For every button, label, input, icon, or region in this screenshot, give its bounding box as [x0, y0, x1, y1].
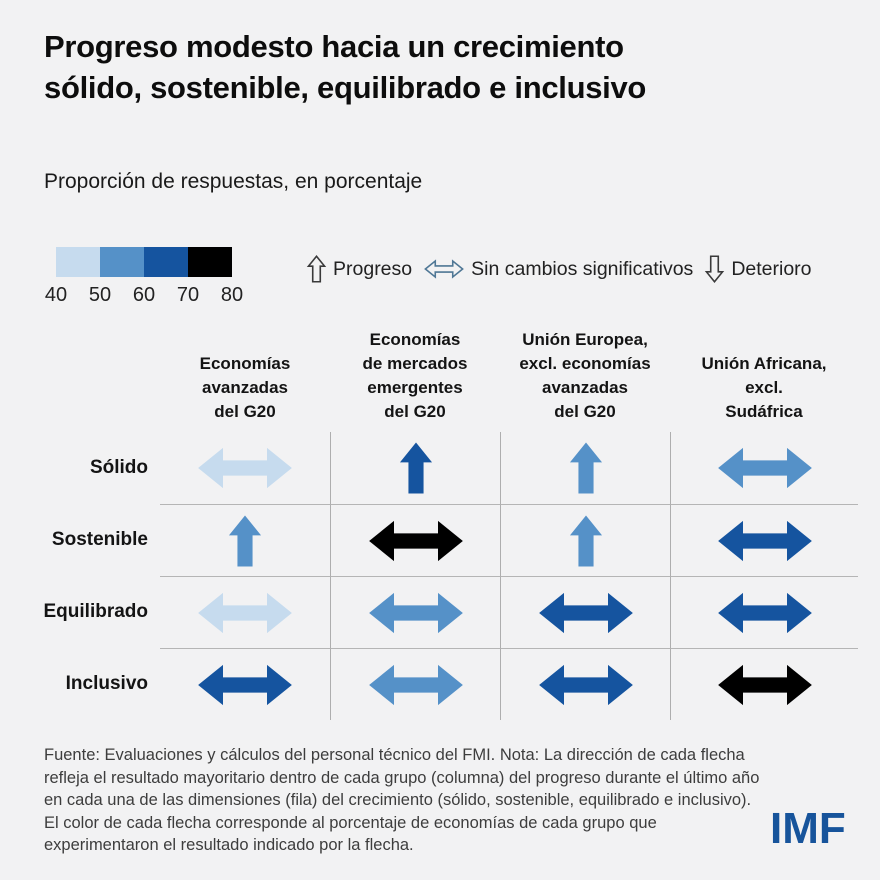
- arrow-legend-item: Progreso: [306, 254, 413, 283]
- color-scale-segment: [144, 247, 188, 277]
- table-corner: [40, 328, 160, 432]
- left-right-arrow-icon: [424, 259, 465, 279]
- column-header: Unión Europea, excl. economías avanzadas…: [519, 330, 651, 421]
- left-right-arrow-icon: [717, 520, 812, 561]
- matrix-cell: [500, 648, 670, 720]
- source-note: Fuente: Evaluaciones y cálculos del pers…: [44, 746, 760, 854]
- left-right-arrow-icon: [198, 447, 292, 489]
- matrix-cell: [670, 432, 858, 504]
- color-scale-tick-label: 80: [220, 284, 244, 306]
- matrix-cell: [330, 576, 500, 648]
- column-header: Economías de mercados emergentes del G20: [362, 330, 468, 421]
- matrix-table: Economías avanzadas del G20 Economías de …: [40, 328, 858, 720]
- up-arrow-icon: [399, 442, 432, 494]
- left-right-arrow-icon: [368, 592, 463, 633]
- arrow-legend-label: Progreso: [333, 257, 413, 280]
- matrix-cell: [330, 648, 500, 720]
- color-scale-tick-label: 70: [176, 284, 200, 306]
- matrix-cell: [670, 504, 858, 576]
- color-scale-segment: [100, 247, 144, 277]
- color-scale-bar: [56, 247, 232, 277]
- matrix-cell: [160, 576, 330, 648]
- up-arrow-icon: [569, 442, 602, 494]
- color-scale-segment: [56, 247, 100, 277]
- arrow-legend-item: Sin cambios significativos: [424, 257, 694, 281]
- left-right-arrow-icon: [368, 664, 463, 705]
- color-scale-tick-label: 60: [132, 284, 156, 306]
- column-header: Economías avanzadas del G20: [199, 354, 291, 421]
- up-arrow-icon: [569, 515, 602, 566]
- matrix-cell: [500, 504, 670, 576]
- up-arrow-icon: [228, 515, 262, 566]
- row-label: Equilibrado: [43, 601, 149, 622]
- row-label: Sostenible: [51, 529, 148, 550]
- left-right-arrow-icon: [717, 447, 812, 489]
- color-scale-legend: 40 50 60 70 80: [45, 247, 243, 308]
- left-right-arrow-icon: [198, 664, 292, 705]
- matrix-cell: [160, 504, 330, 576]
- left-right-arrow-icon: [368, 520, 463, 561]
- down-arrow-icon: [705, 255, 725, 284]
- left-right-arrow-icon: [717, 664, 812, 705]
- matrix-cell: [160, 648, 330, 720]
- arrow-legend-label: Sin cambios significativos: [471, 257, 694, 280]
- arrow-legend: Progreso Sin cambios significativos Deteri…: [306, 252, 812, 286]
- matrix-cell: [160, 432, 330, 504]
- left-right-arrow-icon: [198, 592, 292, 633]
- matrix-cell: [500, 576, 670, 648]
- left-right-arrow-icon: [717, 592, 812, 633]
- matrix-cell: [670, 648, 858, 720]
- row-label: Inclusivo: [65, 673, 148, 694]
- color-scale-segment: [188, 247, 232, 277]
- matrix-cell: [330, 432, 500, 504]
- imf-logo: IMF: [770, 804, 846, 853]
- left-right-arrow-icon: [538, 592, 633, 633]
- subtitle: Proporción de respuestas, en porcentaje: [44, 170, 423, 193]
- up-arrow-icon: [306, 254, 327, 283]
- left-right-arrow-icon: [538, 664, 633, 705]
- matrix-cell: [670, 576, 858, 648]
- matrix-cell: [330, 504, 500, 576]
- column-header: Unión Africana, excl. Sudáfrica: [701, 354, 827, 421]
- color-scale-ticks: 40 50 60 70 80: [45, 284, 243, 308]
- page-title: Progreso modesto hacia un crecimiento só…: [44, 29, 647, 105]
- arrow-legend-item: Deterioro: [705, 255, 812, 284]
- color-scale-tick-label: 50: [88, 284, 112, 306]
- matrix-cell: [500, 432, 670, 504]
- color-scale-tick-label: 40: [44, 284, 68, 306]
- arrow-legend-label: Deterioro: [731, 257, 812, 280]
- row-label: Sólido: [89, 457, 148, 478]
